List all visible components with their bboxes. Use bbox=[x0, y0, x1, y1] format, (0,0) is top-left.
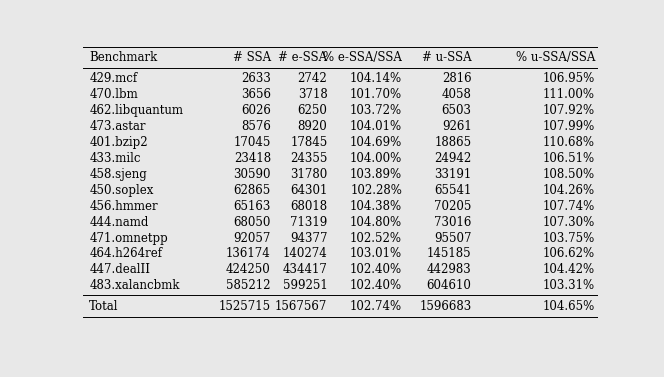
Text: 424250: 424250 bbox=[226, 264, 271, 276]
Text: Benchmark: Benchmark bbox=[89, 51, 157, 64]
Text: 145185: 145185 bbox=[427, 247, 471, 261]
Text: 104.65%: 104.65% bbox=[542, 300, 595, 313]
Text: Total: Total bbox=[89, 300, 119, 313]
Text: 2742: 2742 bbox=[297, 72, 327, 85]
Text: 65163: 65163 bbox=[234, 200, 271, 213]
Text: 585212: 585212 bbox=[226, 279, 271, 292]
Text: 104.69%: 104.69% bbox=[350, 136, 402, 149]
Text: 104.26%: 104.26% bbox=[543, 184, 595, 197]
Text: 103.31%: 103.31% bbox=[543, 279, 595, 292]
Text: 102.74%: 102.74% bbox=[350, 300, 402, 313]
Text: 6026: 6026 bbox=[241, 104, 271, 117]
Text: 433.milc: 433.milc bbox=[89, 152, 141, 165]
Text: 1596683: 1596683 bbox=[419, 300, 471, 313]
Text: 95507: 95507 bbox=[434, 231, 471, 245]
Text: 456.hmmer: 456.hmmer bbox=[89, 200, 158, 213]
Text: 24355: 24355 bbox=[290, 152, 327, 165]
Text: 107.30%: 107.30% bbox=[542, 216, 595, 228]
Text: 8920: 8920 bbox=[297, 120, 327, 133]
Text: 104.00%: 104.00% bbox=[350, 152, 402, 165]
Text: 1567567: 1567567 bbox=[275, 300, 327, 313]
Text: 429.mcf: 429.mcf bbox=[89, 72, 137, 85]
Text: 471.omnetpp: 471.omnetpp bbox=[89, 231, 168, 245]
Text: 103.01%: 103.01% bbox=[350, 247, 402, 261]
Text: 65541: 65541 bbox=[434, 184, 471, 197]
Text: 3718: 3718 bbox=[297, 88, 327, 101]
Text: 102.28%: 102.28% bbox=[350, 184, 402, 197]
Text: 107.99%: 107.99% bbox=[542, 120, 595, 133]
Text: # SSA: # SSA bbox=[232, 51, 271, 64]
Text: 101.70%: 101.70% bbox=[350, 88, 402, 101]
Text: 599251: 599251 bbox=[283, 279, 327, 292]
Text: 470.lbm: 470.lbm bbox=[89, 88, 138, 101]
Text: 464.h264ref: 464.h264ref bbox=[89, 247, 162, 261]
Text: 2816: 2816 bbox=[442, 72, 471, 85]
Text: 9261: 9261 bbox=[442, 120, 471, 133]
Text: 31780: 31780 bbox=[290, 168, 327, 181]
Text: 62865: 62865 bbox=[234, 184, 271, 197]
Text: 103.89%: 103.89% bbox=[350, 168, 402, 181]
Text: 64301: 64301 bbox=[290, 184, 327, 197]
Text: 104.14%: 104.14% bbox=[350, 72, 402, 85]
Text: 73016: 73016 bbox=[434, 216, 471, 228]
Text: 462.libquantum: 462.libquantum bbox=[89, 104, 183, 117]
Text: 23418: 23418 bbox=[234, 152, 271, 165]
Text: 1525715: 1525715 bbox=[218, 300, 271, 313]
Text: 92057: 92057 bbox=[234, 231, 271, 245]
Text: % u-SSA/SSA: % u-SSA/SSA bbox=[516, 51, 595, 64]
Text: 102.52%: 102.52% bbox=[350, 231, 402, 245]
Text: # e-SSA: # e-SSA bbox=[278, 51, 327, 64]
Text: 473.astar: 473.astar bbox=[89, 120, 145, 133]
Text: 450.soplex: 450.soplex bbox=[89, 184, 153, 197]
Text: 68018: 68018 bbox=[290, 200, 327, 213]
Text: 106.95%: 106.95% bbox=[542, 72, 595, 85]
Text: 30590: 30590 bbox=[233, 168, 271, 181]
Text: 6503: 6503 bbox=[442, 104, 471, 117]
Text: 102.40%: 102.40% bbox=[350, 264, 402, 276]
Text: 107.74%: 107.74% bbox=[542, 200, 595, 213]
Text: 604610: 604610 bbox=[427, 279, 471, 292]
Text: 104.80%: 104.80% bbox=[350, 216, 402, 228]
Text: 94377: 94377 bbox=[290, 231, 327, 245]
Text: 8576: 8576 bbox=[241, 120, 271, 133]
Text: 107.92%: 107.92% bbox=[543, 104, 595, 117]
Text: 103.75%: 103.75% bbox=[542, 231, 595, 245]
Text: 434417: 434417 bbox=[283, 264, 327, 276]
Text: 104.38%: 104.38% bbox=[350, 200, 402, 213]
Text: 106.62%: 106.62% bbox=[543, 247, 595, 261]
Text: 447.dealII: 447.dealII bbox=[89, 264, 150, 276]
Text: 106.51%: 106.51% bbox=[543, 152, 595, 165]
Text: 33191: 33191 bbox=[434, 168, 471, 181]
Text: 458.sjeng: 458.sjeng bbox=[89, 168, 147, 181]
Text: 6250: 6250 bbox=[297, 104, 327, 117]
Text: 104.42%: 104.42% bbox=[543, 264, 595, 276]
Text: 483.xalancbmk: 483.xalancbmk bbox=[89, 279, 180, 292]
Text: 18865: 18865 bbox=[434, 136, 471, 149]
Text: 3656: 3656 bbox=[241, 88, 271, 101]
Text: 444.namd: 444.namd bbox=[89, 216, 149, 228]
Text: 17845: 17845 bbox=[290, 136, 327, 149]
Text: 70205: 70205 bbox=[434, 200, 471, 213]
Text: 401.bzip2: 401.bzip2 bbox=[89, 136, 148, 149]
Text: 24942: 24942 bbox=[434, 152, 471, 165]
Text: 4058: 4058 bbox=[442, 88, 471, 101]
Text: 17045: 17045 bbox=[234, 136, 271, 149]
Text: 108.50%: 108.50% bbox=[543, 168, 595, 181]
Text: 442983: 442983 bbox=[427, 264, 471, 276]
Text: 68050: 68050 bbox=[234, 216, 271, 228]
Text: 104.01%: 104.01% bbox=[350, 120, 402, 133]
Text: 110.68%: 110.68% bbox=[543, 136, 595, 149]
Text: 102.40%: 102.40% bbox=[350, 279, 402, 292]
Text: % e-SSA/SSA: % e-SSA/SSA bbox=[323, 51, 402, 64]
Text: 2633: 2633 bbox=[241, 72, 271, 85]
Text: 103.72%: 103.72% bbox=[350, 104, 402, 117]
Text: 111.00%: 111.00% bbox=[543, 88, 595, 101]
Text: 71319: 71319 bbox=[290, 216, 327, 228]
Text: 140274: 140274 bbox=[283, 247, 327, 261]
Text: # u-SSA: # u-SSA bbox=[422, 51, 471, 64]
Text: 136174: 136174 bbox=[226, 247, 271, 261]
